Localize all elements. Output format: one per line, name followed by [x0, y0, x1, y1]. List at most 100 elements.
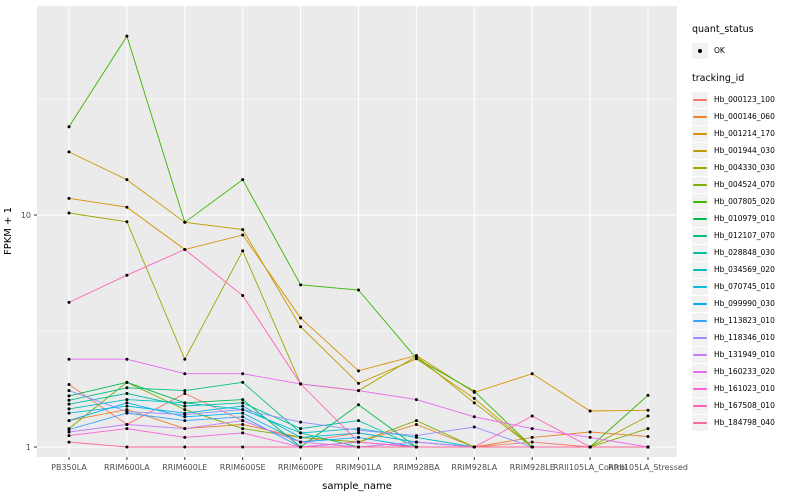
- legend-entry-label: Hb_000146_060: [714, 112, 775, 121]
- data-point: [241, 415, 245, 419]
- data-point: [67, 402, 71, 406]
- data-point: [241, 178, 245, 182]
- legend-entry-Hb_000123_100: Hb_000123_100: [692, 91, 798, 108]
- data-point: [414, 445, 418, 449]
- data-point: [472, 401, 476, 405]
- legend-entry-label: Hb_000123_100: [714, 95, 775, 104]
- data-point: [183, 392, 187, 396]
- data-point: [414, 419, 418, 423]
- data-point: [67, 389, 71, 393]
- data-point: [357, 389, 360, 393]
- data-point: [588, 435, 592, 439]
- data-point: [125, 205, 129, 209]
- data-point: [125, 401, 129, 405]
- data-point: [241, 398, 245, 402]
- legend-entry-label: OK: [714, 46, 725, 55]
- data-point: [67, 419, 71, 423]
- legend-entry-label: Hb_004524_070: [714, 180, 775, 189]
- data-point: [646, 393, 650, 397]
- legend-line-icon: [693, 217, 707, 220]
- data-point: [183, 413, 187, 417]
- data-point: [241, 423, 245, 427]
- data-point: [67, 434, 71, 438]
- data-point: [67, 407, 71, 411]
- data-point: [241, 445, 245, 449]
- legend-key-swatch: [692, 329, 708, 346]
- legend-line-icon: [693, 115, 707, 118]
- data-point: [472, 389, 476, 393]
- legend-quant-status: quant_status OK: [692, 24, 798, 59]
- data-point: [67, 440, 71, 444]
- data-point: [183, 248, 187, 252]
- legend-line-icon: [693, 285, 707, 288]
- data-point: [646, 434, 650, 438]
- data-point: [241, 233, 245, 237]
- data-point: [67, 382, 71, 386]
- data-point: [241, 401, 245, 405]
- data-point: [67, 211, 71, 215]
- data-point: [67, 357, 71, 361]
- legend-quant-status-title: quant_status: [692, 24, 754, 35]
- x-tick-label: RRII105LA_Control: [553, 463, 627, 472]
- legend: quant_status OK tracking_id Hb_000123_10…: [692, 24, 798, 445]
- legend-key-swatch: [692, 91, 708, 108]
- legend-key-ok: [692, 42, 708, 59]
- data-point: [530, 435, 534, 439]
- y-axis-title: FPKM + 1: [3, 207, 14, 255]
- legend-entry-label: Hb_160233_020: [714, 367, 775, 376]
- data-point: [241, 249, 245, 253]
- legend-entry-Hb_004330_030: Hb_004330_030: [692, 159, 798, 176]
- data-point: [125, 357, 129, 361]
- legend-key-swatch: [692, 227, 708, 244]
- x-tick-label: RRIM928BA: [393, 463, 440, 472]
- data-point: [530, 372, 534, 376]
- data-point: [241, 427, 245, 431]
- legend-entry-label: Hb_001214_170: [714, 129, 775, 138]
- legend-entry-label: Hb_007805_020: [714, 197, 775, 206]
- data-point: [646, 427, 650, 431]
- data-point: [357, 403, 360, 407]
- data-point: [414, 398, 418, 402]
- legend-entry-Hb_113823_010: Hb_113823_010: [692, 312, 798, 329]
- legend-entry-label: Hb_012107_070: [714, 231, 775, 240]
- data-point: [241, 380, 245, 384]
- legend-key-swatch: [692, 397, 708, 414]
- data-point: [357, 288, 360, 292]
- legend-line-icon: [693, 149, 707, 152]
- data-point: [646, 414, 650, 418]
- legend-entry-label: Hb_113823_010: [714, 316, 775, 325]
- legend-key-swatch: [692, 261, 708, 278]
- legend-key-swatch: [692, 295, 708, 312]
- data-point: [125, 386, 129, 390]
- legend-entry-Hb_099990_030: Hb_099990_030: [692, 295, 798, 312]
- data-point: [299, 316, 303, 320]
- data-point: [67, 430, 71, 434]
- legend-entry-Hb_184798_040: Hb_184798_040: [692, 414, 798, 431]
- legend-entry-Hb_004524_070: Hb_004524_070: [692, 176, 798, 193]
- data-point: [125, 273, 129, 277]
- data-point: [357, 369, 360, 373]
- legend-entry-label: Hb_034569_020: [714, 265, 775, 274]
- legend-entry-Hb_070745_010: Hb_070745_010: [692, 278, 798, 295]
- legend-line-icon: [693, 98, 707, 101]
- data-point: [530, 445, 534, 449]
- x-tick-label: RRIM600PE: [278, 463, 324, 472]
- legend-key-swatch: [692, 363, 708, 380]
- data-point: [125, 427, 129, 431]
- legend-line-icon: [693, 132, 707, 135]
- legend-entry-Hb_007805_020: Hb_007805_020: [692, 193, 798, 210]
- data-point: [414, 434, 418, 438]
- data-point: [299, 382, 303, 386]
- legend-line-icon: [693, 166, 707, 169]
- data-point: [67, 394, 71, 398]
- data-point: [357, 419, 360, 423]
- legend-key-swatch: [692, 159, 708, 176]
- data-point: [183, 404, 187, 408]
- legend-key-swatch: [692, 108, 708, 125]
- legend-entry-label: Hb_131949_010: [714, 350, 775, 359]
- data-point: [357, 381, 360, 385]
- legend-entry-Hb_028848_030: Hb_028848_030: [692, 244, 798, 261]
- data-point: [125, 34, 129, 38]
- data-point: [472, 396, 476, 400]
